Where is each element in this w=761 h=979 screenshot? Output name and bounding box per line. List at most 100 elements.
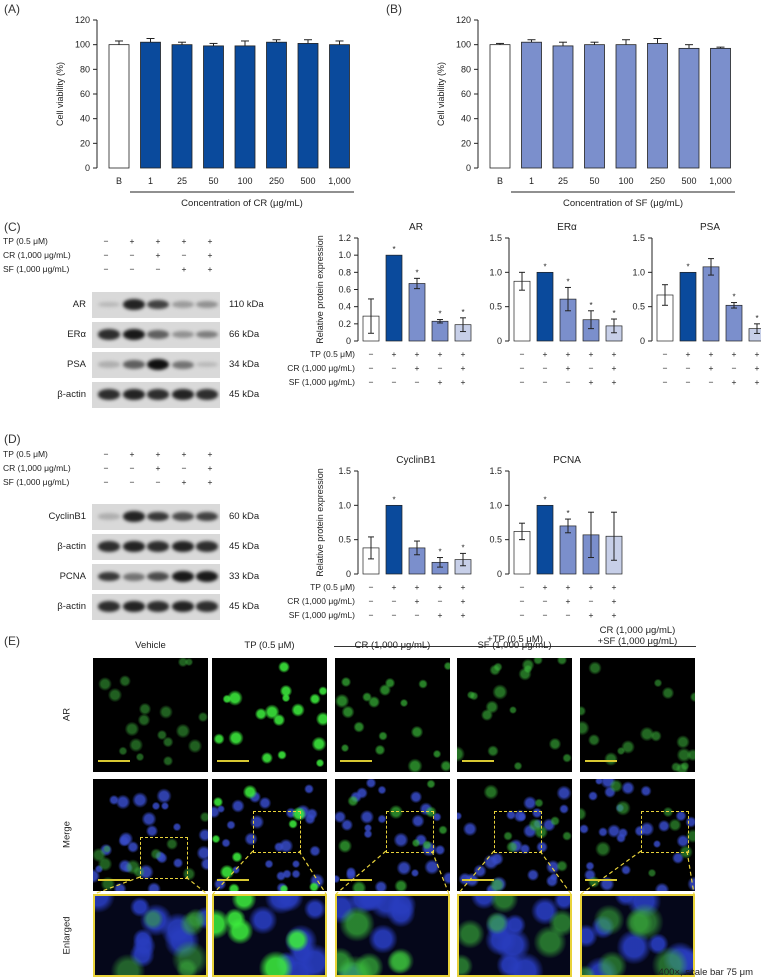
y-tick-label: 80 (80, 64, 90, 74)
treatment-mark: − (103, 449, 109, 459)
bar (615, 44, 637, 169)
treatment-mark: − (543, 596, 548, 606)
connector-line (431, 850, 450, 895)
y-axis-label: Cell viability (%) (436, 62, 446, 126)
treatment-mark: − (129, 264, 135, 274)
treatment-mark: − (103, 264, 109, 274)
treatment-mark: + (155, 463, 161, 473)
zoom-region-box (253, 811, 301, 853)
treatment-mark: − (369, 363, 374, 373)
bar (431, 320, 449, 342)
blot-strip (92, 594, 220, 620)
significance-star: * (438, 548, 441, 557)
blot-band (147, 601, 169, 612)
treatment-label: TP (0.5 μM) (3, 449, 48, 459)
treatment-mark: + (207, 250, 213, 260)
blot-band (196, 300, 218, 309)
blot-band (196, 511, 218, 522)
x-tick-label: 500 (681, 176, 696, 186)
treatment-mark: − (369, 349, 374, 359)
blot-band (122, 572, 145, 581)
fluorescence-image (580, 658, 695, 772)
treatment-mark: − (155, 264, 161, 274)
bar (679, 271, 697, 342)
treatment-mark: − (129, 463, 135, 473)
blot-band (196, 389, 218, 400)
treatment-mark: − (181, 463, 187, 473)
y-tick-label: 0.5 (489, 535, 502, 545)
scale-bar (98, 879, 130, 881)
blot-band (171, 511, 194, 522)
blot-strip (92, 564, 220, 590)
treatment-mark: − (686, 377, 691, 387)
treatment-mark: − (520, 349, 525, 359)
fluorescence-image (212, 894, 327, 977)
treatment-mark: − (686, 363, 691, 373)
treatment-mark: + (155, 236, 161, 246)
treatment-mark: − (438, 363, 443, 373)
treatment-mark: − (369, 582, 374, 592)
treatment-mark: + (543, 582, 548, 592)
treatment-mark: + (438, 377, 443, 387)
fluorescence-image (212, 658, 327, 772)
blot-band (147, 299, 169, 310)
blot-band (122, 360, 145, 369)
blot-protein-label: AR (72, 299, 86, 310)
treatment-mark: + (415, 363, 420, 373)
fluorescence-column-header: CR (1,000 μg/mL) +SF (1,000 μg/mL) (597, 625, 678, 647)
treatment-mark: + (566, 363, 571, 373)
fluorescence-image (93, 779, 208, 891)
fluorescence-image (580, 779, 695, 891)
blot-strip (92, 292, 220, 318)
bar (385, 254, 403, 342)
fluorescence-image (457, 894, 572, 977)
significance-star: * (543, 262, 546, 271)
x-tick-label: 250 (269, 176, 284, 186)
blot-protein-label: PCNA (59, 571, 86, 582)
treatment-mark: + (732, 377, 737, 387)
treatment-mark: + (686, 349, 691, 359)
zoom-region-box (386, 811, 434, 853)
treatment-mark: + (612, 582, 617, 592)
y-tick-label: 1.0 (489, 500, 502, 510)
treatment-mark: − (543, 377, 548, 387)
y-axis-label: Cell viability (%) (55, 62, 65, 126)
y-tick-label: 0.8 (338, 267, 351, 277)
blot-kda-label: 34 kDa (229, 359, 260, 370)
treatment-mark: + (612, 349, 617, 359)
treatment-label: SF (1,000 μg/mL) (3, 264, 70, 274)
treatment-label: CR (1,000 μg/mL) (3, 250, 71, 260)
y-tick-label: 80 (461, 64, 471, 74)
treatment-mark: + (207, 477, 213, 487)
treatment-mark: + (438, 349, 443, 359)
blot-band (171, 330, 194, 339)
blot-kda-label: 33 kDa (229, 571, 260, 582)
y-tick-label: 60 (461, 89, 471, 99)
treatment-mark: − (129, 477, 135, 487)
treatment-mark: − (369, 610, 374, 620)
treatment-mark: − (415, 610, 420, 620)
blot-kda-label: 45 kDa (229, 389, 260, 400)
blot-kda-label: 110 kDa (229, 299, 264, 310)
x-tick-label: 1 (529, 176, 534, 186)
chart-title: PSA (700, 222, 720, 233)
significance-star: * (686, 262, 689, 271)
connector-line (335, 850, 387, 895)
fluorescence-image (457, 779, 572, 891)
treatment-mark: − (129, 250, 135, 260)
treatment-mark: − (732, 363, 737, 373)
bar (385, 504, 403, 575)
treatment-mark: − (589, 363, 594, 373)
treatment-mark: + (181, 236, 187, 246)
y-tick-label: 0.5 (489, 302, 502, 312)
x-tick-label: 250 (650, 176, 665, 186)
treatment-mark: − (181, 250, 187, 260)
blot-band (98, 389, 120, 400)
treatment-mark: − (663, 377, 668, 387)
treatment-mark: − (392, 377, 397, 387)
treatment-mark: − (566, 610, 571, 620)
fluorescence-column-header: SF (1,000 μg/mL) (477, 640, 552, 651)
y-tick-label: 1.0 (338, 500, 351, 510)
bar (702, 266, 720, 342)
treatment-label: TP (0.5 μM) (310, 349, 355, 359)
